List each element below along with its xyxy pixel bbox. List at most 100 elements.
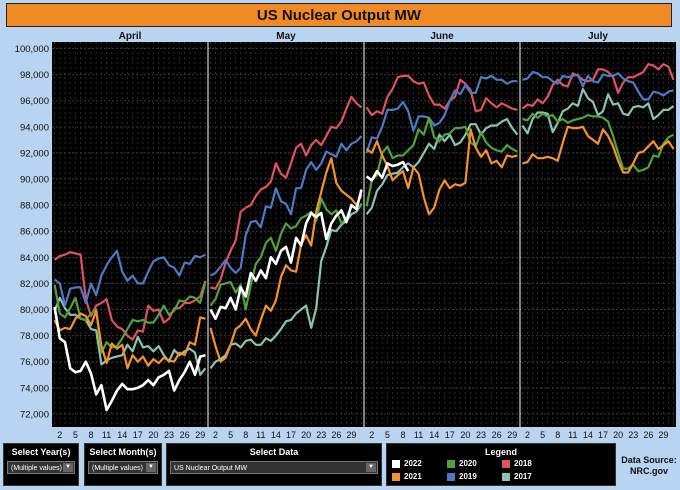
x-tick-label: 11: [102, 430, 111, 440]
select-years-label: Select Year(s): [11, 447, 71, 457]
legend-item[interactable]: 2021: [392, 472, 422, 481]
series-line-2022: [209, 189, 363, 321]
select-years-dropdown[interactable]: (Multiple values) ▼: [7, 461, 75, 474]
x-tick-label: 23: [476, 430, 486, 440]
x-tick-label: 5: [385, 430, 390, 440]
y-tick-label: 96,000: [20, 96, 49, 107]
x-tick-label: 20: [613, 430, 623, 440]
x-tick-label: 17: [598, 430, 608, 440]
series-line-2017: [209, 203, 363, 369]
legend-title: Legend: [484, 447, 517, 457]
data-source-note: Data Source: NRC.gov: [620, 455, 678, 477]
series-line-2021: [209, 157, 363, 363]
legend-item[interactable]: 2022: [392, 459, 422, 468]
x-tick-label: 8: [555, 430, 560, 440]
x-tick-label: 29: [507, 430, 517, 440]
x-tick-label: 5: [228, 430, 233, 440]
y-tick-label: 92,000: [20, 148, 49, 159]
y-tick-label: 90,000: [20, 175, 49, 186]
y-tick-label: 84,000: [20, 253, 49, 264]
legend-label: 2021: [404, 472, 422, 481]
chart-title: US Nuclear Output MW: [256, 6, 422, 24]
series-lines: [53, 63, 675, 412]
x-tick-label: 26: [492, 430, 502, 440]
x-tick-label: 17: [133, 430, 143, 440]
month-header: May: [276, 31, 296, 42]
month-headers: April May June July: [119, 31, 609, 42]
series-line-2019: [209, 135, 363, 277]
y-tick-label: 74,000: [20, 383, 49, 394]
select-months-label: Select Month(s): [89, 447, 157, 457]
series-line-2019: [53, 249, 206, 307]
x-tick-label: 23: [164, 430, 174, 440]
x-tick-label: 2: [213, 430, 218, 440]
x-tick-label: 20: [301, 430, 311, 440]
chevron-down-icon: ▼: [146, 463, 156, 472]
series-line-2019: [522, 70, 674, 101]
x-tick-label: 8: [400, 430, 405, 440]
series-line-2022: [53, 306, 206, 412]
series-line-2019: [365, 74, 518, 154]
chevron-down-icon: ▼: [63, 463, 73, 472]
x-tick-label: 11: [568, 430, 577, 440]
x-tick-label: 26: [331, 430, 341, 440]
select-months-control: Select Month(s) (Multiple values) ▼: [84, 443, 162, 486]
legend-item[interactable]: 2017: [502, 472, 532, 481]
series-line-2022: [365, 160, 410, 182]
select-data-control: Select Data US Nuclear Output MW ▼: [166, 443, 382, 486]
y-tick-label: 82,000: [20, 279, 49, 290]
x-tick-label: 23: [628, 430, 638, 440]
legend-label: 2022: [404, 459, 422, 468]
legend-swatch: [502, 472, 510, 481]
legend-swatch: [392, 472, 400, 481]
x-tick-label: 14: [583, 430, 593, 440]
y-tick-label: 98,000: [20, 70, 49, 81]
select-months-dropdown[interactable]: (Multiple values) ▼: [88, 461, 158, 474]
x-tick-label: 29: [346, 430, 356, 440]
data-source-label: Data Source:: [621, 455, 677, 465]
select-data-value: US Nuclear Output MW: [174, 465, 248, 472]
series-line-2021: [53, 309, 206, 370]
select-years-control: Select Year(s) (Multiple values) ▼: [3, 443, 79, 486]
legend-label: 2019: [459, 472, 477, 481]
y-tick-label: 94,000: [20, 122, 49, 133]
line-chart: April May June July 72,000 74,000 76,000 78,00…: [15, 31, 676, 440]
month-header: April: [119, 31, 142, 42]
legend-item[interactable]: 2018: [502, 459, 532, 468]
y-tick-label: 72,000: [20, 409, 49, 420]
series-line-2021: [522, 125, 675, 174]
x-tick-label: 20: [148, 430, 158, 440]
legend-swatch: [502, 459, 510, 468]
legend-label: 2018: [514, 459, 532, 468]
y-tick-label: 88,000: [20, 201, 49, 212]
x-tick-label: 20: [460, 430, 470, 440]
y-tick-label: 78,000: [20, 331, 49, 342]
x-tick-label: 26: [180, 430, 190, 440]
x-tick-label: 11: [256, 430, 265, 440]
month-header: July: [588, 31, 608, 42]
legend: Legend 2022 2021 2020 2019 2018 2017: [386, 443, 616, 486]
x-tick-label: 2: [369, 430, 374, 440]
legend-item[interactable]: 2020: [447, 459, 477, 468]
x-tick-label: 14: [117, 430, 127, 440]
x-tick-label: 29: [658, 430, 668, 440]
y-tick-label: 80,000: [20, 305, 49, 316]
y-tick-label: 100,000: [15, 44, 49, 55]
x-tick-label: 8: [88, 430, 93, 440]
x-tick-label: 17: [286, 430, 296, 440]
legend-swatch: [447, 459, 455, 468]
x-tick-label: 29: [195, 430, 205, 440]
x-tick-label: 11: [414, 430, 423, 440]
month-header: June: [430, 31, 454, 42]
select-data-dropdown[interactable]: US Nuclear Output MW ▼: [170, 461, 378, 474]
series-line-2018: [53, 251, 207, 341]
x-tick-label: 5: [73, 430, 78, 440]
legend-item[interactable]: 2019: [447, 472, 477, 481]
series-line-2018: [521, 63, 675, 110]
legend-swatch: [392, 459, 400, 468]
series-line-2020: [209, 197, 363, 311]
x-tick-label: 2: [57, 430, 62, 440]
data-source-value: NRC.gov: [630, 466, 668, 476]
x-tick-label: 14: [271, 430, 281, 440]
select-data-label: Select Data: [249, 447, 299, 457]
